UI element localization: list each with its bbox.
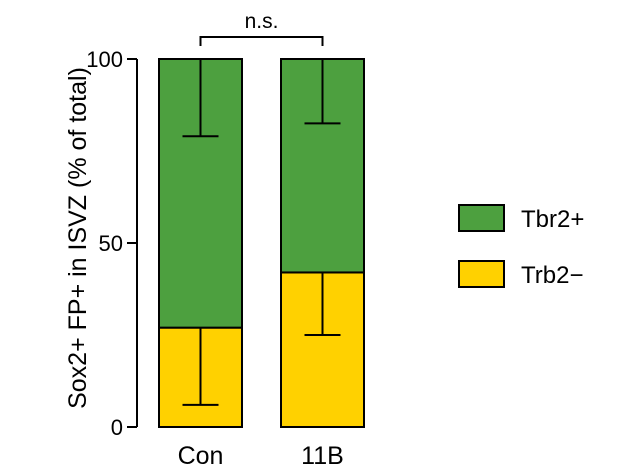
plot-area: 0 50 100 Con 11B xyxy=(86,36,365,470)
legend-item: Tbr2+ xyxy=(458,204,584,233)
y-tick-label: 50 xyxy=(99,231,123,256)
legend-item: Trb2− xyxy=(458,260,583,289)
significance-label: n.s. xyxy=(245,10,279,33)
significance-bracket xyxy=(199,36,324,46)
y-axis-label: Sox2+ FP+ in ISVZ (% of total) xyxy=(64,67,92,409)
legend-label: Trb2− xyxy=(521,262,583,289)
y-tick-label: 0 xyxy=(111,415,123,440)
legend-swatch xyxy=(458,204,505,232)
legend-label: Tbr2+ xyxy=(521,206,584,233)
x-tick-label: Con xyxy=(178,442,224,470)
legend: Tbr2+ Trb2− xyxy=(458,204,584,289)
y-tick-label: 100 xyxy=(86,47,123,72)
x-tick-label: 11B xyxy=(301,442,344,470)
legend-swatch xyxy=(458,260,505,288)
